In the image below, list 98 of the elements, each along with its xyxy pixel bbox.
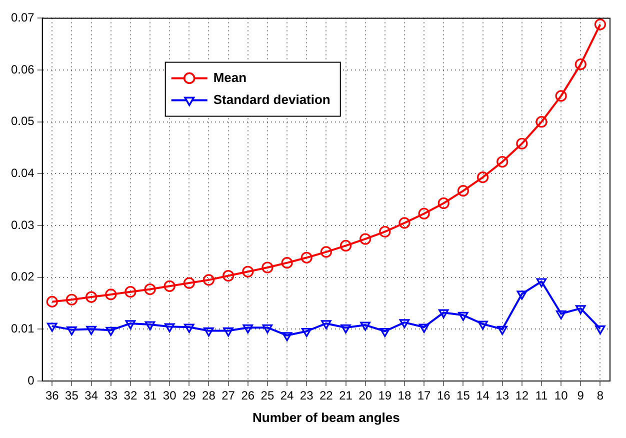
point <box>497 326 508 335</box>
point <box>184 324 194 333</box>
x-tick-label: 11 <box>535 388 548 403</box>
x-tick-label: 14 <box>476 388 490 403</box>
point <box>458 312 468 321</box>
point <box>340 240 352 252</box>
point <box>66 326 77 336</box>
point <box>223 327 234 337</box>
point <box>144 283 156 296</box>
x-tick-label: 24 <box>280 388 294 403</box>
x-tick-label: 31 <box>143 388 158 403</box>
x-tick-label: 36 <box>45 388 60 403</box>
x-tick-label: 26 <box>241 388 255 403</box>
y-tick-label: 0.07 <box>10 10 35 25</box>
x-tick-label: 33 <box>104 388 118 403</box>
point <box>418 208 430 220</box>
point <box>321 320 332 330</box>
point <box>144 321 156 330</box>
point <box>418 324 430 333</box>
x-tick-label: 9 <box>577 388 584 403</box>
x-tick-label: 13 <box>496 388 510 403</box>
point <box>125 320 136 330</box>
point <box>438 197 450 210</box>
point <box>320 246 332 258</box>
y-tick-label: 0.04 <box>10 166 35 180</box>
point <box>202 274 215 286</box>
point <box>262 324 273 334</box>
point <box>86 326 96 335</box>
point <box>242 324 254 334</box>
point <box>556 310 566 320</box>
point <box>164 323 175 332</box>
x-tick-label: 32 <box>124 388 138 403</box>
point <box>536 116 548 128</box>
x-tick-label: 8 <box>596 388 604 403</box>
point <box>438 309 449 318</box>
point <box>282 332 292 342</box>
x-tick-label: 16 <box>436 388 451 403</box>
x-tick-label: 27 <box>222 388 236 403</box>
point <box>594 18 606 30</box>
point <box>301 328 312 338</box>
legend-label: Mean <box>213 70 247 85</box>
y-tick-label: 0.02 <box>10 270 35 284</box>
point <box>204 327 214 337</box>
point <box>399 319 410 328</box>
x-tick-label: 30 <box>162 388 177 403</box>
point <box>47 322 58 332</box>
point <box>360 233 372 245</box>
point <box>183 277 195 289</box>
point <box>105 288 117 300</box>
point <box>398 217 410 229</box>
y-tick-label: 0 <box>28 373 35 388</box>
point <box>124 286 136 298</box>
x-tick-label: 19 <box>378 388 392 403</box>
point <box>536 278 547 288</box>
point <box>242 266 254 278</box>
point <box>340 324 351 334</box>
x-tick-label: 12 <box>515 388 529 403</box>
point <box>85 291 98 303</box>
point <box>555 90 567 102</box>
x-tick-label: 17 <box>417 388 432 403</box>
point <box>478 320 488 330</box>
x-tick-label: 20 <box>358 388 372 403</box>
x-tick-label: 35 <box>65 388 79 403</box>
point <box>576 305 586 314</box>
x-tick-label: 25 <box>260 388 274 403</box>
point <box>222 270 234 282</box>
point <box>106 326 116 336</box>
y-tick-label: 0.01 <box>10 321 35 336</box>
x-tick-label: 21 <box>339 388 353 403</box>
x-axis-title: Number of beam angles <box>252 410 400 425</box>
point <box>164 280 176 292</box>
point <box>476 172 489 184</box>
x-tick-label: 15 <box>456 388 470 403</box>
point <box>595 325 606 334</box>
y-tick-label: 0.03 <box>10 218 35 232</box>
point <box>66 294 78 306</box>
point <box>281 257 293 269</box>
point <box>516 138 528 150</box>
point <box>574 58 586 70</box>
point <box>46 296 58 308</box>
x-tick-label: 34 <box>84 388 98 403</box>
point <box>379 226 391 238</box>
point <box>380 328 390 338</box>
x-tick-label: 22 <box>320 388 334 403</box>
point <box>360 322 370 331</box>
point <box>516 290 528 300</box>
point <box>496 156 508 168</box>
x-tick-label: 28 <box>202 388 216 403</box>
legend-label: Standard deviation <box>213 92 330 107</box>
x-tick-label: 29 <box>182 388 196 403</box>
x-tick-label: 23 <box>300 388 314 403</box>
x-tick-label: 10 <box>554 388 568 403</box>
y-tick-label: 0.06 <box>10 62 35 76</box>
point <box>457 184 469 197</box>
point <box>300 252 312 264</box>
point <box>262 262 274 274</box>
x-tick-label: 18 <box>398 388 412 403</box>
y-tick-label: 0.05 <box>10 114 35 128</box>
